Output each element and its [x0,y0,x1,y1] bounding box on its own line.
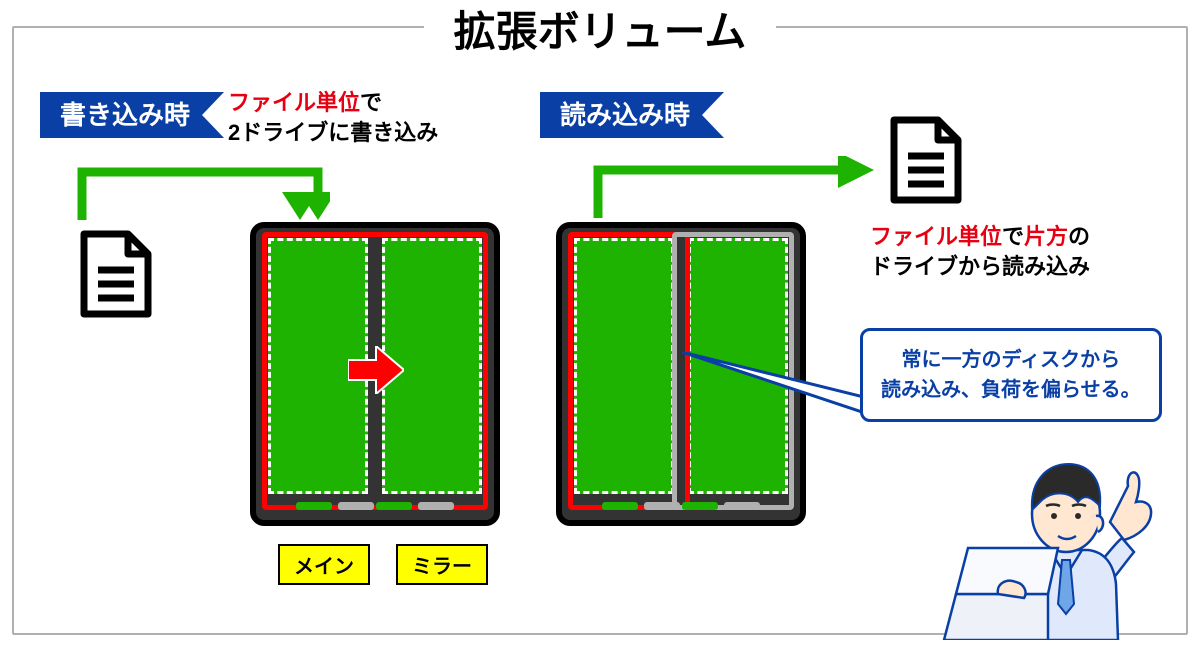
read-caption-red2: 片方 [1024,224,1068,249]
tag-mirror: ミラー [396,544,488,585]
file-icon-right [890,116,962,204]
write-arrow [70,162,330,228]
mirror-arrow [348,346,404,394]
led-mirror-1 [376,502,412,510]
speech-bubble: 常に一方のディスクから 読み込み、負荷を偏らせる。 [860,328,1162,422]
tag-main: メイン [278,544,370,585]
write-caption: ファイル単位で2ドライブに書き込み [228,88,438,147]
speech-line-1: 常に一方のディスクから [902,349,1121,371]
file-icon-left [80,230,152,318]
read-caption-red1: ファイル単位 [870,224,1002,249]
led-mirror-2 [418,502,454,510]
led-r-mirror-2 [724,502,760,510]
read-arrow [586,156,882,220]
led-r-mirror-1 [682,502,718,510]
write-caption-red: ファイル単位 [228,90,360,115]
person-illustration [938,444,1168,640]
led-main-1 [296,502,332,510]
nas-write [250,222,500,526]
speech-pointer [682,352,868,414]
read-caption: ファイル単位で片方のドライブから読み込み [870,222,1090,281]
page-title: 拡張ボリューム [424,0,777,59]
led-r-main-2 [644,502,680,510]
speech-line-2: 読み込み、負荷を偏らせる。 [881,379,1141,401]
write-flag: 書き込み時 [40,92,224,138]
led-r-main-1 [602,502,638,510]
led-main-2 [338,502,374,510]
read-flag: 読み込み時 [540,92,724,138]
read-caption-mid: で [1002,224,1024,249]
